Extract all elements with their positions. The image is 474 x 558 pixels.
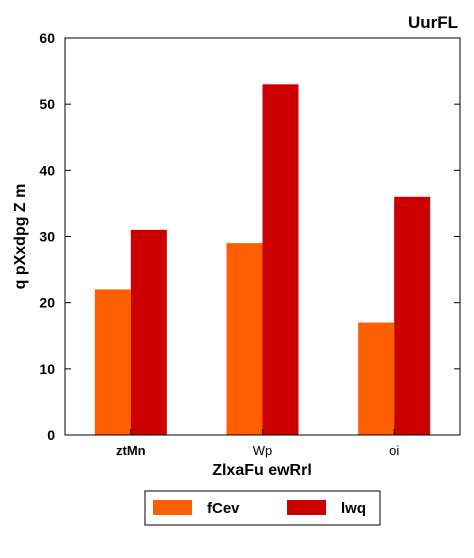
chart-title: UurFL	[408, 13, 458, 32]
y-tick-label: 50	[39, 96, 55, 112]
legend-label-lwq: lwq	[341, 500, 366, 517]
legend-swatch-lwq	[287, 500, 326, 515]
y-tick-label: 60	[39, 30, 55, 46]
y-tick-label: 20	[39, 295, 55, 311]
bar-fCev-ztMn	[94, 289, 131, 435]
bar-fCev-Wp	[226, 243, 263, 435]
bar-lwq-ztMn	[130, 229, 167, 435]
legend-swatch-fCev	[153, 500, 192, 515]
x-tick-label: oi	[389, 443, 399, 458]
y-tick-label: 0	[47, 427, 55, 443]
y-tick-label: 30	[39, 229, 55, 245]
x-axis-title: ZlxaFu ewRrl	[212, 462, 312, 479]
y-axis-title: q pXxdpg Z m	[12, 184, 29, 290]
bar-lwq-Wp	[262, 84, 299, 436]
bars	[94, 84, 431, 436]
legend: fCev lwq	[144, 490, 381, 526]
y-tick-label: 40	[39, 162, 55, 178]
bar-fCev-oi	[358, 322, 395, 435]
plot-frame	[64, 37, 461, 436]
y-tick-label: 10	[39, 361, 55, 377]
bar-lwq-oi	[394, 196, 431, 435]
x-tick-label: Wp	[253, 443, 273, 458]
x-tick-label: ztMn	[116, 443, 146, 458]
y-axis: 0 10 20 30 40 50 60	[39, 30, 460, 443]
legend-label-fCev: fCev	[207, 500, 240, 517]
x-axis: ztMn Wp oi	[116, 429, 399, 458]
